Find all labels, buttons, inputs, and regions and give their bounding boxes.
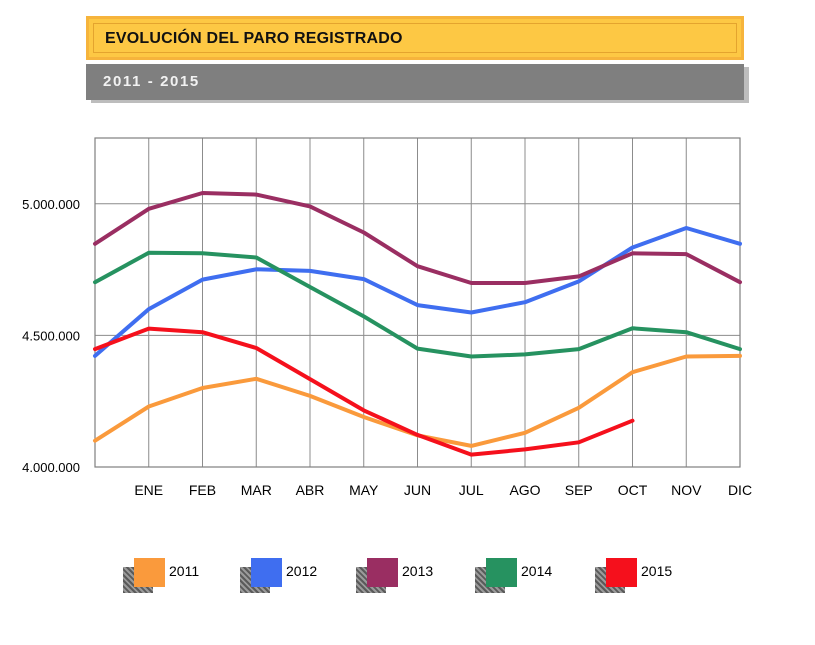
y-tick-label: 4.000.000 — [22, 460, 80, 475]
series-line-2015 — [93, 326, 635, 457]
legend-label: 2012 — [286, 563, 318, 579]
x-tick-label: AGO — [509, 482, 540, 498]
x-tick-label: ENE — [134, 482, 163, 498]
legend-label: 2015 — [641, 563, 673, 579]
x-tick-label: SEP — [565, 482, 593, 498]
legend-swatch — [606, 558, 637, 587]
legend-swatch — [134, 558, 165, 587]
legend-item-2015: 2015 — [595, 556, 705, 596]
legend-label: 2014 — [521, 563, 553, 579]
subtitle-banner: 2011 - 2015 — [86, 64, 744, 100]
legend-label: 2013 — [402, 563, 434, 579]
x-tick-label: OCT — [618, 482, 648, 498]
legend-item-2012: 2012 — [240, 556, 350, 596]
legend-label: 2011 — [169, 563, 200, 579]
series-line-2014 — [93, 250, 742, 359]
legend-item-2014: 2014 — [475, 556, 585, 596]
legend-item-2011: 2011 — [123, 556, 233, 596]
y-tick-label: 4.500.000 — [22, 328, 80, 343]
title-banner-frame — [93, 23, 737, 53]
x-tick-label: MAR — [241, 482, 272, 498]
title-banner: EVOLUCIÓN DEL PARO REGISTRADO — [86, 16, 744, 60]
chart-subtitle: 2011 - 2015 — [103, 73, 200, 90]
legend-swatch — [367, 558, 398, 587]
series-line-2013 — [93, 191, 742, 285]
x-tick-label: FEB — [189, 482, 216, 498]
chart-title: EVOLUCIÓN DEL PARO REGISTRADO — [105, 30, 403, 47]
x-tick-label: MAY — [349, 482, 379, 498]
series-line-2012 — [93, 226, 742, 358]
legend-swatch — [486, 558, 517, 587]
legend-item-2013: 2013 — [356, 556, 466, 596]
x-tick-label: JUL — [459, 482, 484, 498]
x-tick-label: NOV — [671, 482, 702, 498]
x-tick-label: JUN — [404, 482, 431, 498]
x-tick-label: ABR — [296, 482, 325, 498]
legend-swatch — [251, 558, 282, 587]
plot-border — [94, 137, 741, 468]
x-tick-label: DIC — [728, 482, 752, 498]
y-tick-label: 5.000.000 — [22, 197, 80, 212]
